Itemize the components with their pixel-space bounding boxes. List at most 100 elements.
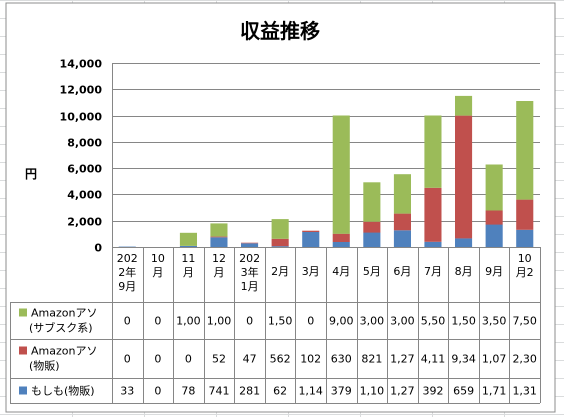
category-label: 3月 [302,265,320,278]
table-value: 379 [331,385,352,398]
category-label: 10 月 [151,252,165,279]
table-value: 1,00 [176,315,201,328]
bar-segment [455,115,473,239]
table-value: 47 [243,353,257,366]
table-value: 3,50 [482,315,507,328]
table-value: 7,50 [512,315,537,328]
category-label: 4月 [332,265,350,278]
y-tick-label: 8,000 [67,137,102,150]
table-value: 659 [453,385,474,398]
legend-label: Amazonアソ(物販) [29,345,97,373]
bar-segment [241,242,259,244]
table-value: 0 [307,315,314,328]
table-value: 1,07 [482,353,507,366]
category-label: 2月 [271,265,289,278]
bar-segment [210,236,228,238]
legend-label: Amazonアソ(サブスク系) [29,307,97,335]
y-tick-label: 0 [94,242,102,255]
category-label: 10 月2 [516,252,534,279]
table-value: 1,31 [512,385,537,398]
table-value: 1,27 [390,353,415,366]
table-value: 1,14 [298,385,323,398]
bar-segment [271,219,289,239]
y-tick-label: 2,000 [67,216,102,229]
bar-segment [302,230,320,232]
category-label: 8月 [455,265,473,278]
table-value: 0 [154,385,161,398]
table-value: 3,00 [360,315,385,328]
y-axis-tick-labels: 0 2,000 4,000 6,000 8,000 10,000 12,000 14,000 [60,58,103,255]
table-value: 102 [300,353,321,366]
bar-segment [485,210,503,225]
bar-segment [241,243,259,247]
table-value: 0 [124,315,131,328]
y-tick-label: 4,000 [67,189,102,202]
bar-segment [210,223,228,237]
bar-segment [455,238,473,247]
table-value: 2,30 [512,353,537,366]
y-tick-label: 12,000 [60,84,103,97]
bar-segment [516,229,534,247]
bar-segment [424,241,442,247]
table-value: 52 [212,353,226,366]
table-value: 741 [209,385,230,398]
bar-segment [332,115,350,234]
table-value: 1,50 [451,315,476,328]
table-value: 0 [154,353,161,366]
category-label: 5月 [363,265,381,278]
bar-segment [332,233,350,242]
table-value: 0 [124,353,131,366]
bar-segment [179,246,197,247]
bar-segment [363,182,381,222]
category-label: 202 3年 1月 [239,252,260,293]
table-value: 3,00 [390,315,415,328]
table-value: 62 [273,385,287,398]
category-label: 202 2年 9月 [117,252,138,293]
table-value: 562 [270,353,291,366]
bar-segment [363,232,381,247]
legend-swatch [19,386,27,395]
y-tick-label: 6,000 [67,163,102,176]
table-value: 0 [246,315,253,328]
table-value: 4,11 [421,353,446,366]
table-value: 0 [185,353,192,366]
table-value: 821 [361,353,382,366]
table-value: 33 [120,385,134,398]
category-label: 11 月 [181,252,195,279]
table-value: 1,27 [390,385,415,398]
legend-swatch [19,346,27,355]
bar-segment [393,213,411,231]
y-axis-label: 円 [25,167,37,181]
bar-segment [210,237,228,247]
bar-segment [485,164,503,211]
table-value: 5,50 [421,315,446,328]
category-label: 9月 [485,265,503,278]
table-value: 9,00 [329,315,354,328]
table-value: 630 [331,353,352,366]
bar-segment [516,101,534,200]
bar-segment [516,199,534,230]
y-tick-label: 14,000 [60,58,103,71]
bar-marks [118,95,534,247]
category-label: 12 月 [212,252,226,279]
bar-segment [424,187,442,242]
bar-segment [302,232,320,247]
bar-segment [393,174,411,214]
table-value: 0 [154,315,161,328]
bar-segment [179,232,197,246]
bar-segment [271,246,289,247]
bar-segment [485,224,503,247]
table-value: 392 [423,385,444,398]
category-label: 7月 [424,265,442,278]
bar-segment [393,230,411,247]
data-table: 202 2年 9月 10 月 11 月 12 月 202 3年 1月 2月 3月 4月 5月 6月 7月 8月 9月 1… [10,247,541,404]
table-value: 1,50 [268,315,293,328]
y-tick-label: 10,000 [60,111,103,124]
bar-segment [424,115,442,188]
chart-title: 収益推移 [240,19,320,43]
table-value: 1,71 [482,385,507,398]
table-value: 9,34 [451,353,476,366]
bar-segment [271,238,289,247]
